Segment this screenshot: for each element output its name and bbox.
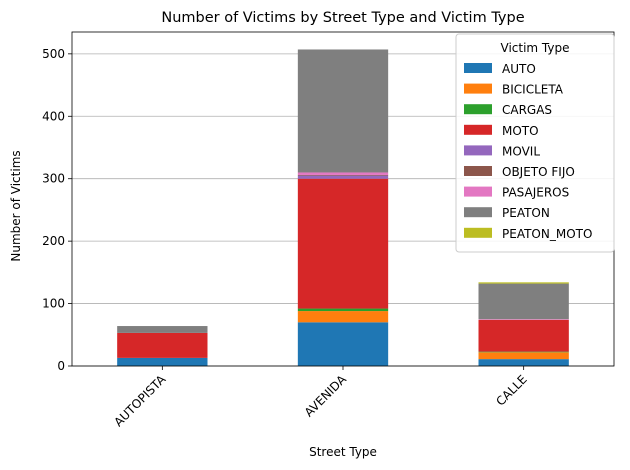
bar-segment-auto — [478, 359, 569, 366]
bar-segment-auto — [117, 357, 208, 366]
bar-segment-peaton — [478, 283, 569, 320]
legend-swatch — [464, 63, 492, 73]
legend-entry-label: AUTO — [502, 62, 536, 76]
legend-swatch — [464, 104, 492, 115]
bar-segment-bicicleta — [297, 311, 389, 323]
bar-segment-bicicleta — [478, 352, 569, 360]
y-tick-label: 0 — [57, 359, 65, 373]
bar-segment-moto — [478, 319, 569, 352]
bars — [117, 49, 569, 366]
chart-title: Number of Victims by Street Type and Vic… — [161, 10, 524, 26]
y-tick-label: 200 — [42, 234, 65, 248]
legend-entry-label: PEATON_MOTO — [502, 227, 592, 241]
y-tick-label: 100 — [42, 297, 65, 311]
legend-swatch — [464, 83, 492, 94]
legend-swatch — [464, 124, 492, 135]
bar-segment-movil — [297, 175, 389, 179]
legend-entry-label: CARGAS — [502, 103, 552, 117]
bar-segment-cargas — [297, 308, 389, 312]
legend-swatch — [464, 207, 492, 218]
x-tick-label: AUTOPISTA — [111, 372, 169, 430]
y-tick-label: 400 — [42, 109, 65, 123]
bar-segment-auto — [297, 322, 389, 366]
bar-segment-pasajeros — [297, 172, 389, 175]
bar-segment-moto — [117, 332, 208, 358]
legend-swatch — [464, 145, 492, 156]
bar-segment-peaton — [297, 49, 389, 173]
legend-frame — [455, 33, 615, 253]
bar-segment-peaton-moto — [478, 282, 569, 284]
y-tick-label: 500 — [42, 47, 65, 61]
x-axis-label: Street Type — [309, 445, 377, 459]
legend-swatch — [464, 166, 492, 176]
bar-segment-objeto-fijo — [297, 174, 389, 176]
bar-segment-moto — [297, 178, 389, 309]
bar-segment-pasajeros — [478, 319, 569, 320]
x-tick-label: AVENIDA — [302, 372, 350, 420]
y-tick-label: 300 — [42, 172, 65, 186]
legend-swatch — [464, 186, 492, 197]
legend-swatch — [464, 227, 492, 238]
legend-title: Victim Type — [501, 41, 570, 55]
bar-segment-cargas — [478, 351, 569, 353]
legend-entry-label: PASAJEROS — [502, 186, 569, 200]
x-tick-label: CALLE — [493, 372, 529, 408]
legend-entry-label: BICICLETA — [502, 83, 564, 97]
y-axis-label: Number of Victims — [9, 150, 23, 261]
legend: Victim Type AUTO BICICLETA CARGAS MOTO MOVIL… — [455, 33, 615, 253]
legend-entry-label: PEATON — [502, 206, 550, 220]
legend-entry-label: OBJETO FIJO — [502, 165, 575, 179]
legend-entry-label: MOTO — [502, 124, 539, 138]
legend-entry-label: MOVIL — [502, 144, 540, 158]
bar-segment-peaton — [117, 326, 208, 333]
